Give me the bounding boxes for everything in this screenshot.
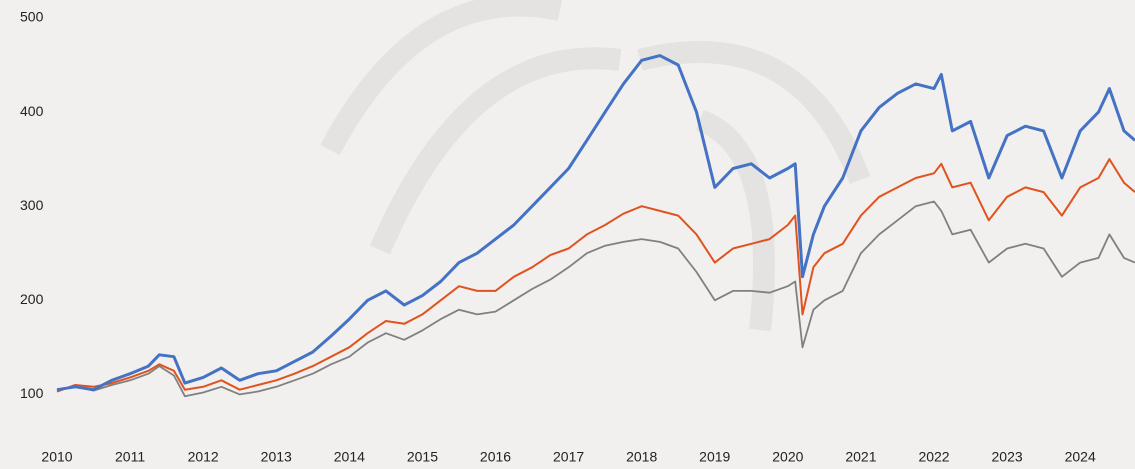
- series-line: [56, 158, 1135, 393]
- x-tick-label: 2021: [845, 449, 876, 465]
- y-tick-label: 200: [20, 291, 44, 307]
- x-tick-label: 2019: [699, 449, 730, 465]
- x-tick-label: 2022: [918, 449, 949, 465]
- x-tick-label: 2014: [334, 449, 365, 465]
- x-tick-label: 2017: [553, 449, 584, 465]
- y-tick-label: 500: [20, 9, 44, 25]
- watermark-arc: [695, 109, 775, 332]
- x-tick-label: 2016: [480, 449, 511, 465]
- y-tick-label: 400: [20, 103, 44, 119]
- x-tick-label: 2018: [626, 449, 657, 465]
- watermark-arc: [637, 41, 871, 184]
- x-tick-label: 2020: [772, 449, 803, 465]
- watermark-arc: [369, 47, 622, 255]
- watermark: [320, 0, 871, 332]
- x-tick-label: 2012: [188, 449, 219, 465]
- x-tick-label: 2011: [115, 449, 145, 465]
- series-line: [56, 54, 1135, 392]
- x-tick-label: 2023: [992, 449, 1023, 465]
- x-tick-label: 2015: [407, 449, 438, 465]
- x-tick-label: 2024: [1065, 449, 1096, 465]
- y-tick-label: 300: [20, 197, 44, 213]
- series-line: [56, 200, 1135, 398]
- y-tick-label: 100: [20, 385, 44, 401]
- x-tick-label: 2010: [41, 449, 72, 465]
- x-tick-label: 2013: [261, 449, 292, 465]
- watermark-arc: [320, 0, 563, 156]
